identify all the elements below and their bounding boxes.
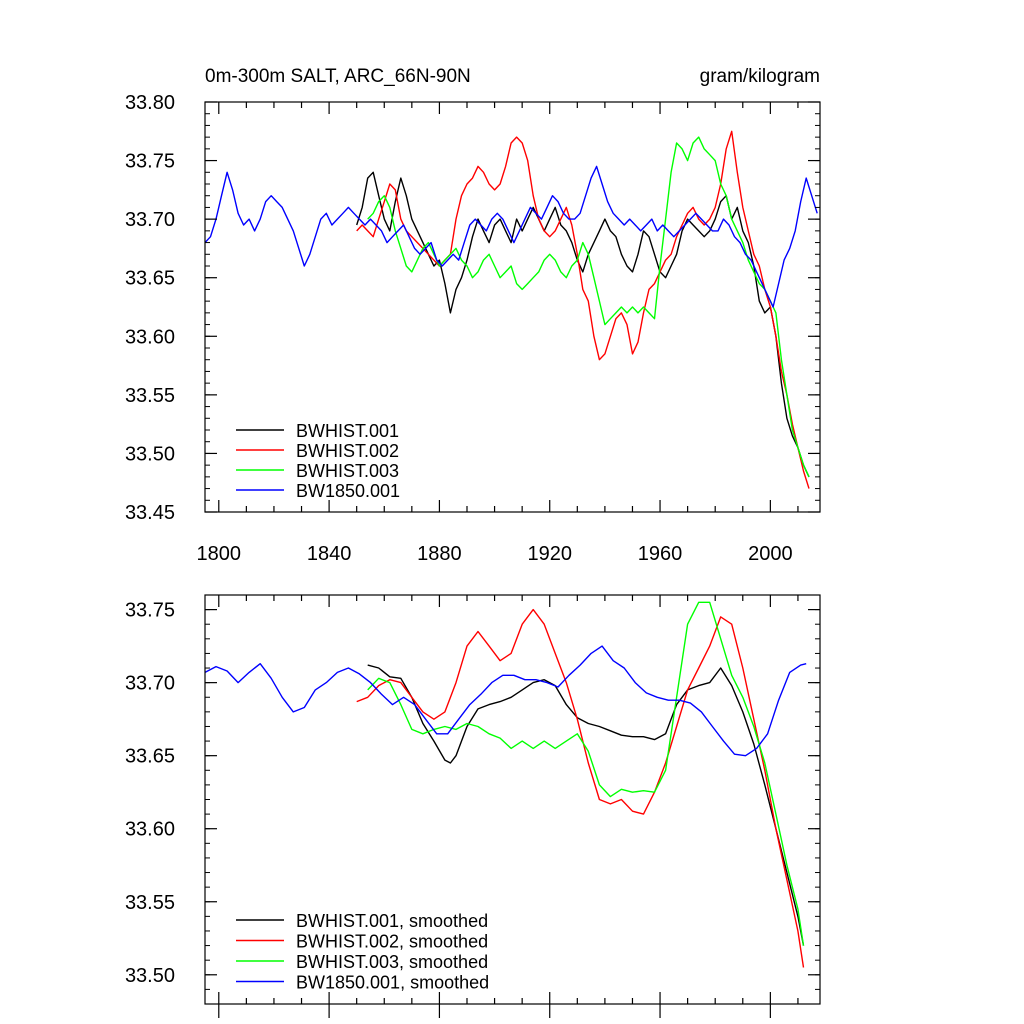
top-legend-label-2: BWHIST.002 xyxy=(296,441,399,461)
top-y-tick-label: 33.50 xyxy=(125,443,175,465)
top-x-tick-label: 1840 xyxy=(307,543,352,565)
top-y-tick-label: 33.60 xyxy=(125,326,175,348)
bottom-axes: 33.50 33.55 33.60 33.65 33.70 33.75 xyxy=(125,594,821,1018)
top-series-group xyxy=(204,130,818,489)
bottom-panel: 33.50 33.55 33.60 33.65 33.70 33.75 BWHIST.00… xyxy=(125,594,821,1018)
top-x-tick-label: 1960 xyxy=(638,543,683,565)
bottom-legend-label-1: BWHIST.001, smoothed xyxy=(296,911,488,931)
top-legend-label-3: BWHIST.003 xyxy=(296,461,399,481)
top-y-tick-label: 33.55 xyxy=(125,385,175,407)
top-y-tick-label: 33.80 xyxy=(125,92,175,114)
bottom-legend-label-4: BW1850.001, smoothed xyxy=(296,973,489,993)
bottom-series-line-3 xyxy=(367,601,805,946)
top-series-line-1 xyxy=(356,171,810,478)
bottom-series-line-1 xyxy=(367,664,805,946)
bottom-y-tick-label: 33.50 xyxy=(125,965,175,987)
bottom-y-tick-label: 33.70 xyxy=(125,673,175,695)
top-y-tick-label: 33.75 xyxy=(125,151,175,173)
top-panel: 0m-300m SALT, ARC_66N-90N gram/kilogram … xyxy=(125,66,821,565)
bottom-y-tick-label: 33.60 xyxy=(125,819,175,841)
bottom-y-tick-label: 33.65 xyxy=(125,746,175,768)
top-x-tick-label: 2000 xyxy=(748,543,793,565)
bottom-series-line-4 xyxy=(204,645,807,757)
bottom-series-group xyxy=(204,601,807,968)
bottom-legend-label-3: BWHIST.003, smoothed xyxy=(296,952,488,972)
top-series-line-4 xyxy=(204,165,818,308)
top-legend-label-4: BW1850.001 xyxy=(296,481,400,501)
bottom-series-line-2 xyxy=(356,608,805,968)
top-plot-frame xyxy=(204,101,821,513)
top-chart-units: gram/kilogram xyxy=(700,66,820,87)
top-x-tick-label: 1880 xyxy=(417,543,462,565)
top-x-tick-label: 1920 xyxy=(527,543,572,565)
bottom-y-tick-label: 33.55 xyxy=(125,892,175,914)
top-axes: 33.45 33.50 33.55 33.60 33.65 33.70 33.75 33.80… xyxy=(125,92,821,565)
top-series-line-2 xyxy=(356,130,810,489)
bottom-y-tick-label: 33.75 xyxy=(125,600,175,622)
bottom-legend-label-2: BWHIST.002, smoothed xyxy=(296,932,488,952)
top-y-tick-label: 33.70 xyxy=(125,209,175,231)
top-y-tick-label: 33.45 xyxy=(125,502,175,524)
top-chart-title: 0m-300m SALT, ARC_66N-90N xyxy=(205,66,471,87)
top-x-tick-label: 1800 xyxy=(197,543,242,565)
top-y-tick-label: 33.65 xyxy=(125,268,175,290)
top-legend-label-1: BWHIST.001 xyxy=(296,421,399,441)
